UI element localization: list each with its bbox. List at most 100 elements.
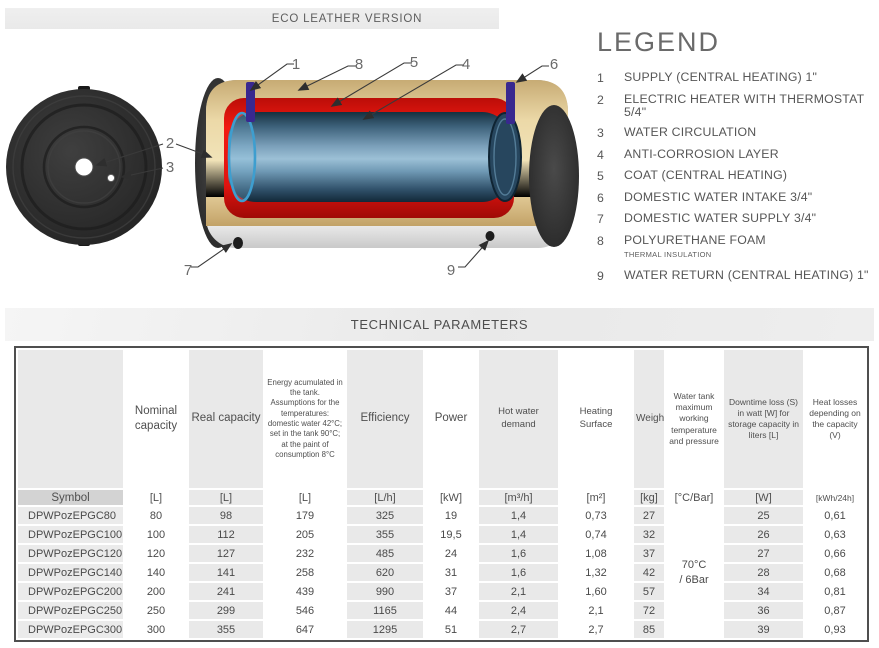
symbol-cell: DPWPozEPGC120 [18, 545, 123, 562]
legend-item-number: 6 [597, 190, 605, 205]
value-cell: 27 [634, 507, 664, 524]
column-unit-0: Symbol [18, 490, 123, 505]
legend-item-number: 4 [597, 147, 605, 162]
value-cell: 355 [347, 526, 423, 543]
column-unit-3: [L] [298, 491, 312, 504]
value-cell: 0,87 [824, 604, 846, 617]
table-row: DPWPozEPGC120 120 127 232 485 24 1,6 1,08 37 27 0,… [18, 545, 865, 562]
legend-item-number: 7 [597, 212, 605, 226]
value-cell: 44 [444, 604, 458, 617]
value-cell: 72 [634, 602, 664, 619]
value-cell: 28 [724, 564, 803, 581]
value-cell: 0,74 [585, 528, 607, 541]
value-cell: 42 [634, 564, 664, 581]
legend-item-label: POLYURETHANE FOAM THERMAL INSULATION [624, 232, 766, 259]
legend-item-label: SUPPLY (CENTRAL HEATING) 1" [624, 70, 818, 84]
legend-item-8: 8 POLYURETHANE FOAM THERMAL INSULATION [597, 232, 877, 262]
value-cell: 34 [724, 583, 803, 600]
symbol-cell: DPWPozEPGC100 [18, 526, 123, 543]
value-cell: 1,4 [479, 526, 558, 543]
symbol-cell: DPWPozEPGC140 [18, 564, 123, 581]
column-header-0 [18, 350, 123, 488]
column-header-4: Efficiency [347, 350, 423, 488]
callout-6: 6 [550, 56, 558, 73]
column-header-2: Real capacity [189, 350, 263, 488]
legend-item-9: 9 WATER RETURN (CENTRAL HEATING) 1" [597, 267, 877, 283]
value-cell: 250 [146, 604, 166, 617]
value-cell: 80 [149, 509, 163, 522]
tank-left-rim [227, 111, 257, 203]
value-cell: 36 [724, 602, 803, 619]
bottom-right-fitting [485, 231, 495, 241]
legend-items: 1 SUPPLY (CENTRAL HEATING) 1" 2 ELECTRIC HE… [597, 71, 877, 283]
legend-item-label: WATER CIRCULATION [624, 125, 757, 139]
value-cell: 0,63 [824, 528, 846, 541]
value-cell: 112 [189, 526, 263, 543]
value-cell: 57 [634, 583, 664, 600]
table-row: DPWPozEPGC80 80 98 179 325 19 1,4 0,73 27 70°C / … [18, 507, 865, 638]
legend-item-5: 5 COAT (CENTRAL HEATING) [597, 168, 877, 184]
heater-port [74, 157, 94, 177]
column-header-6: Hot water demand [479, 350, 558, 488]
value-cell: 1,6 [479, 545, 558, 562]
legend-item-2: 2 ELECTRIC HEATER WITH THERMOSTAT 5/4" [597, 91, 877, 119]
column-header-3: Energy acumulated in the tank. Assumptio… [267, 377, 343, 459]
table-row: DPWPozEPGC300 300 355 647 1295 51 2,7 2,7 85 39 0,… [18, 621, 865, 638]
callout-2: 2 [166, 135, 174, 152]
legend-item-number: 8 [597, 233, 605, 248]
value-cell: 19 [444, 509, 458, 522]
column-unit-1: [L] [149, 491, 163, 504]
value-cell: 120 [146, 547, 166, 560]
intake-fitting [506, 82, 515, 124]
column-unit-7: [m²] [586, 491, 606, 504]
legend-item-6: 6 DOMESTIC WATER INTAKE 3/4" [597, 190, 877, 205]
value-cell: 0,66 [824, 547, 846, 560]
symbol-cell: DPWPozEPGC300 [18, 621, 123, 638]
legend: LEGEND 1 SUPPLY (CENTRAL HEATING) 1" 2 ELEC… [597, 27, 877, 290]
column-header-10: Downtime loss (S) in watt [W] for storag… [724, 350, 803, 488]
value-cell: 37 [444, 585, 458, 598]
legend-item-label: COAT (CENTRAL HEATING) [624, 168, 788, 182]
legend-item-number: 1 [597, 71, 605, 85]
value-cell: 37 [634, 545, 664, 562]
callout-7: 7 [184, 262, 192, 279]
legend-item-1: 1 SUPPLY (CENTRAL HEATING) 1" [597, 70, 877, 86]
column-unit-8: [kg] [634, 490, 664, 505]
value-cell: 32 [634, 526, 664, 543]
legend-item-label: ELECTRIC HEATER WITH THERMOSTAT 5/4" [624, 91, 865, 119]
value-cell: 1,4 [479, 507, 558, 524]
value-cell: 39 [724, 621, 803, 638]
value-cell: 325 [347, 507, 423, 524]
value-cell: 127 [189, 545, 263, 562]
value-cell: 1,60 [585, 585, 607, 598]
tank-diagram: 1 8 5 4 6 2 3 7 9 [6, 54, 579, 279]
tank-side-view [195, 78, 579, 249]
column-unit-11: [kWh/24h] [815, 492, 855, 503]
table-units-row: Symbol [L] [L] [L] [L/h] [kW] [m³/h] [m²] [kg] [°… [18, 490, 865, 505]
legend-item-4: 4 ANTI-CORROSION LAYER [597, 146, 877, 162]
legend-item-sublabel: THERMAL INSULATION [624, 250, 712, 259]
legend-item-7: 7 DOMESTIC WATER SUPPLY 3/4" [597, 211, 877, 227]
value-cell: 141 [189, 564, 263, 581]
technical-parameters-table: Nominal capacity Real capacity Energy acum… [14, 346, 869, 642]
value-cell: 2,1 [588, 604, 604, 617]
right-end-cap [529, 105, 579, 247]
value-cell: 100 [146, 528, 166, 541]
column-header-9: Water tank maximum working temperature a… [669, 390, 719, 446]
value-cell: 31 [444, 566, 458, 579]
value-cell: 258 [295, 566, 315, 579]
legend-item-number: 2 [597, 92, 605, 107]
legend-item-label: WATER RETURN (CENTRAL HEATING) 1" [624, 267, 869, 282]
bottom-left-fitting [233, 237, 243, 249]
legend-item-label: ANTI-CORROSION LAYER [624, 146, 779, 161]
callout-3: 3 [166, 159, 174, 176]
column-header-11: Heat losses depending on the capacity (V… [809, 396, 861, 441]
callout-9: 9 [447, 262, 455, 279]
value-cell: 200 [146, 585, 166, 598]
value-cell: 25 [724, 507, 803, 524]
technical-parameters-title: TECHNICAL PARAMETERS [350, 317, 529, 332]
legend-item-number: 3 [597, 126, 605, 140]
legend-item-label: DOMESTIC WATER SUPPLY 3/4" [624, 211, 817, 225]
value-cell: 140 [146, 566, 166, 579]
column-unit-5: [kW] [440, 491, 462, 504]
